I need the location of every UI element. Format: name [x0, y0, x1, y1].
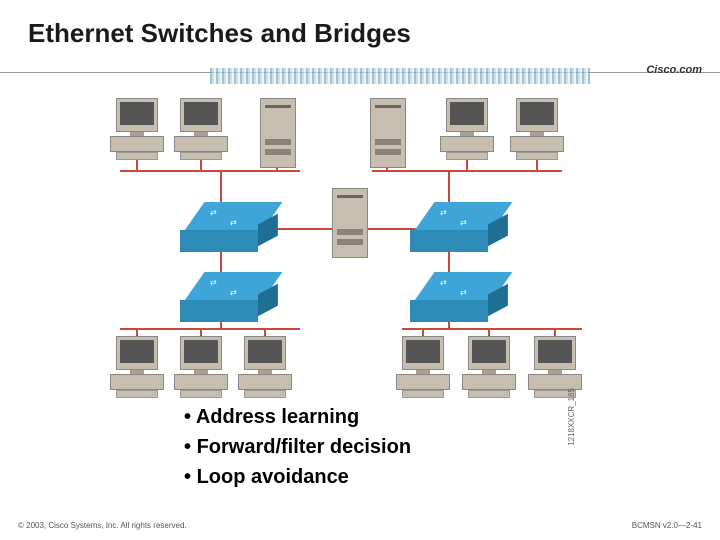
bullet-item: • Loop avoidance [184, 462, 411, 492]
pc-icon [462, 336, 516, 400]
server-icon [260, 98, 296, 168]
header-gradient [210, 68, 590, 84]
diagram-ref: 1218XXCR_185 [567, 388, 576, 446]
wire [120, 170, 300, 172]
bullet-item: • Forward/filter decision [184, 432, 411, 462]
bullet-text: Forward/filter decision [197, 436, 411, 458]
pc-icon [440, 98, 494, 162]
footer-pageref: BCMSN v2.0—2-41 [632, 521, 702, 530]
bullet-list: • Address learning • Forward/filter deci… [184, 402, 411, 492]
wire [120, 328, 300, 330]
footer-copyright: © 2003, Cisco Systems, Inc. All rights r… [18, 521, 187, 530]
bullet-text: Address learning [196, 406, 359, 428]
pc-icon [396, 336, 450, 400]
switch-icon: ⇄⇄ [180, 278, 258, 322]
switch-icon: ⇄⇄ [180, 208, 258, 252]
pc-icon [110, 98, 164, 162]
pc-icon [110, 336, 164, 400]
pc-icon [510, 98, 564, 162]
cisco-logo: Cisco.com [646, 64, 702, 76]
wire [270, 228, 332, 230]
bullet-text: Loop avoidance [197, 466, 349, 488]
wire [368, 228, 416, 230]
bullet-item: • Address learning [184, 402, 411, 432]
page-title: Ethernet Switches and Bridges [28, 18, 411, 49]
header-bar [0, 68, 720, 88]
pc-icon [238, 336, 292, 400]
switch-icon: ⇄⇄ [410, 278, 488, 322]
network-diagram: ⇄⇄ ⇄⇄ ⇄⇄ ⇄⇄ 1218XXCR_185 [110, 98, 578, 388]
wire [372, 170, 562, 172]
switch-icon: ⇄⇄ [410, 208, 488, 252]
server-icon [370, 98, 406, 168]
pc-icon [174, 336, 228, 400]
server-icon [332, 188, 368, 258]
pc-icon [174, 98, 228, 162]
